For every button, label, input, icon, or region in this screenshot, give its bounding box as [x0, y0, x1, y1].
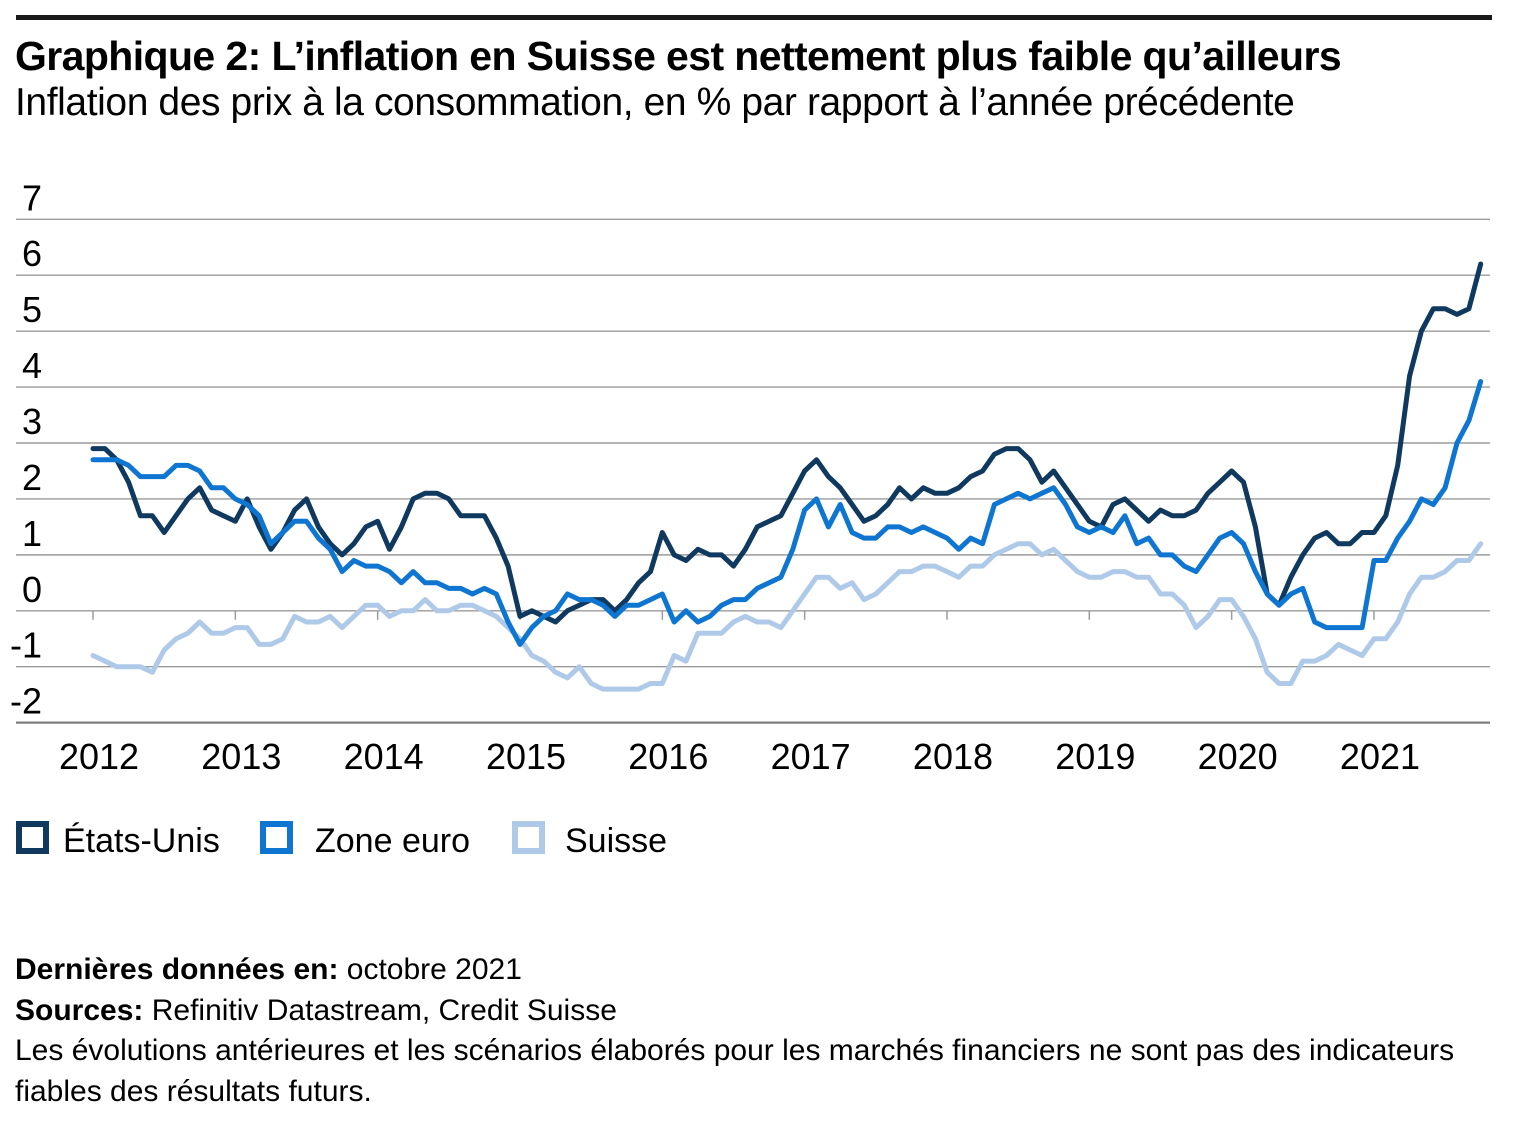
series-line-etats-unis — [90, 261, 1484, 625]
legend-swatch-suisse — [512, 821, 545, 854]
sources-label: Sources: — [15, 993, 144, 1027]
line-chart: 7 6 5 4 3 2 1 0 -1 -2 2012 2013 2014 2015 2016 2017 2018… — [10, 177, 1490, 777]
x-axis-label: 2021 — [1340, 736, 1420, 777]
legend-swatch-etats-unis — [16, 821, 49, 854]
last-data-label: Dernières données en: — [15, 953, 339, 986]
top-rule — [16, 15, 1492, 20]
y-axis-label: 6 — [22, 233, 42, 274]
y-axis-label: -1 — [10, 625, 42, 666]
x-axis-label: 2014 — [344, 736, 424, 777]
legend-swatch-zone-euro — [260, 821, 293, 854]
x-axis-label: 2015 — [486, 736, 566, 777]
y-axis-label: 1 — [22, 513, 42, 554]
y-axis-label: -2 — [10, 681, 42, 722]
chart-title: Graphique 2: L’inflation en Suisse est n… — [15, 33, 1342, 79]
x-axis-label: 2016 — [628, 736, 708, 777]
y-axis-label: 7 — [22, 177, 42, 218]
x-axis-label: 2013 — [201, 736, 281, 777]
y-axis-label: 4 — [22, 345, 42, 386]
x-axis-label: 2019 — [1055, 736, 1135, 777]
y-axis-label: 5 — [22, 289, 42, 330]
legend-label-zone-euro: Zone euro — [315, 822, 470, 860]
x-axis-label: 2020 — [1198, 736, 1278, 777]
x-axis-label: 2012 — [59, 736, 139, 777]
series-line-suisse — [90, 541, 1484, 692]
y-axis-label: 0 — [22, 569, 42, 610]
footer: Dernières données en: octobre 2021 Sourc… — [15, 950, 1454, 1112]
x-axis-label: 2017 — [771, 736, 851, 777]
last-data-line: Dernières données en: octobre 2021 — [15, 950, 1454, 991]
legend-label-suisse: Suisse — [565, 822, 668, 860]
y-axis-label: 3 — [22, 401, 42, 442]
disclaimer-line-2: fiables des résultats futurs. — [15, 1074, 372, 1108]
x-axis-label: 2018 — [913, 736, 993, 777]
sources-value: Refinitiv Datastream, Credit Suisse — [151, 993, 617, 1027]
chart-subtitle: Inflation des prix à la consommation, en… — [15, 81, 1295, 124]
disclaimer-line-1: Les évolutions antérieures et les scénar… — [15, 1034, 1455, 1067]
last-data-value: octobre 2021 — [346, 953, 522, 986]
sources-line: Sources: Refinitiv Datastream, Credit Su… — [15, 991, 1454, 1032]
legend-label-etats-unis: États-Unis — [63, 822, 220, 860]
y-axis-label: 2 — [22, 457, 42, 498]
series-line-zone-euro — [90, 379, 1484, 647]
